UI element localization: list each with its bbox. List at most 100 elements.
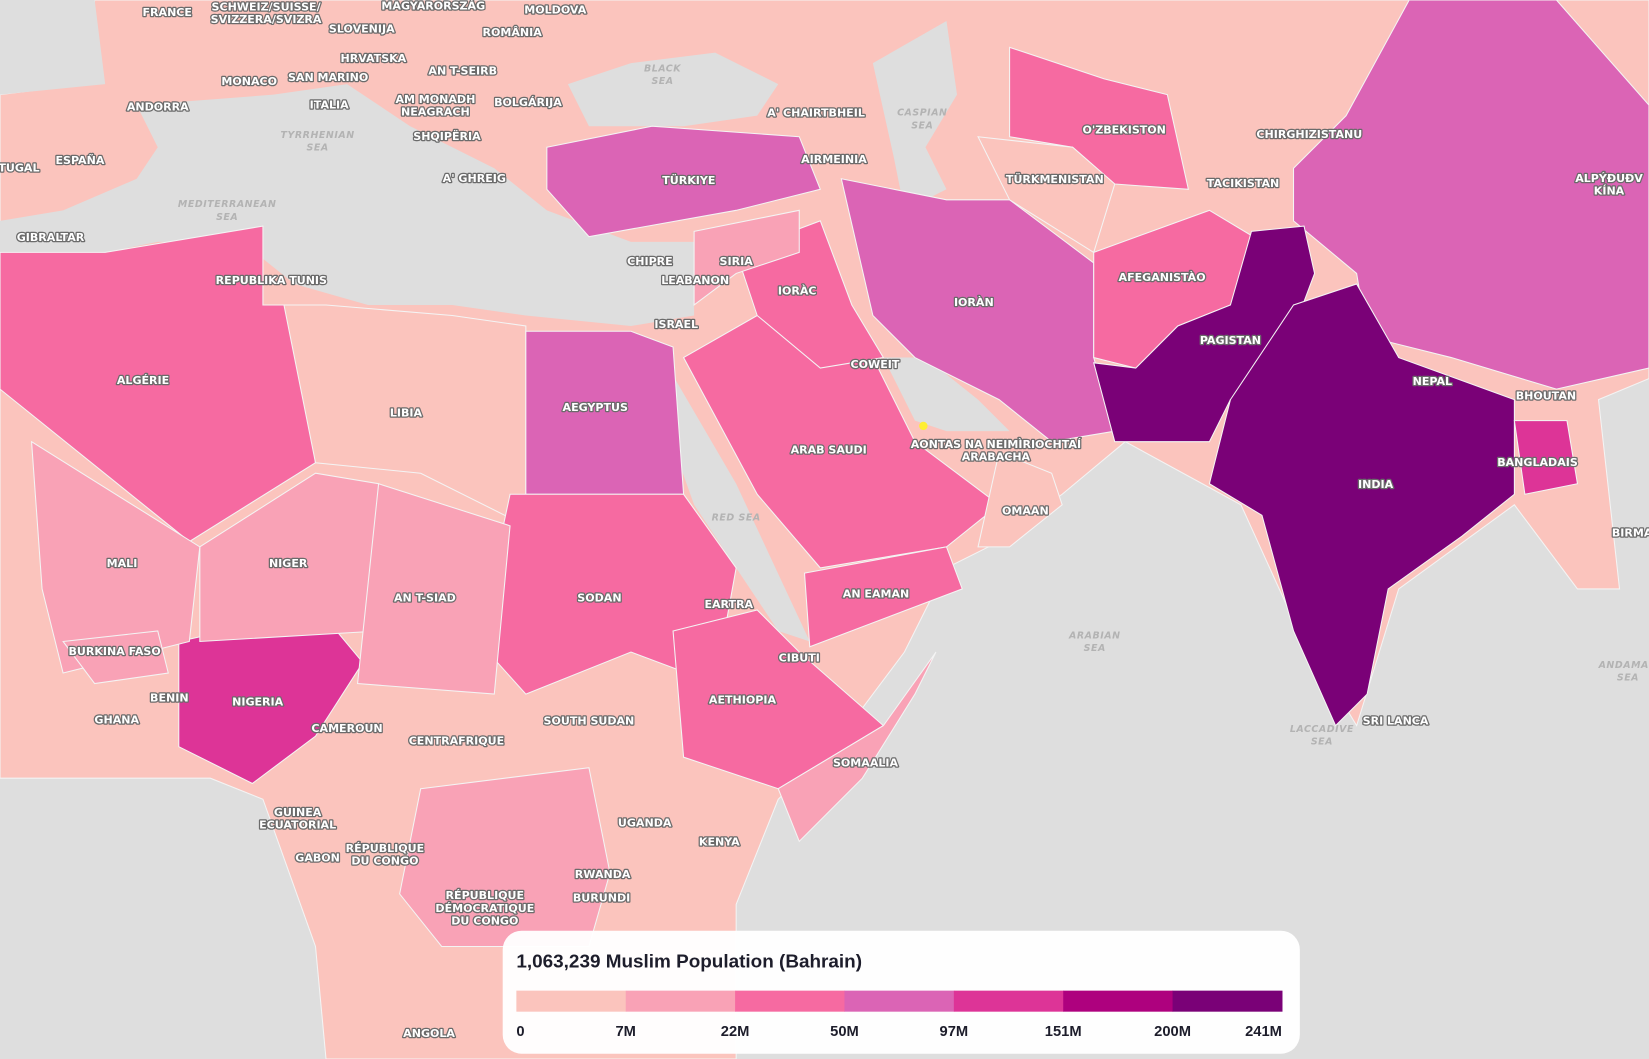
label-line: CAMEROUN	[311, 722, 382, 735]
label-line: DÉMOCRATIQUE	[435, 902, 534, 915]
legend-tick: 7M	[616, 1024, 636, 1040]
label-line: SEA	[651, 76, 673, 87]
label-line: AM MONADH	[395, 93, 475, 106]
legend-swatch	[1172, 990, 1283, 1012]
sea-label: RED SEA	[712, 513, 761, 524]
country-label: TÜRKIYE	[662, 173, 715, 187]
label-line: EARTRA	[704, 598, 753, 611]
label-line: SHQIPËRIA	[413, 129, 481, 143]
label-line: MOLDOVA	[524, 4, 586, 17]
country	[977, 451, 1063, 548]
label-line: TUGAL	[0, 161, 39, 174]
label-line: FRANCE	[143, 6, 192, 19]
label-line: SEA	[216, 212, 238, 223]
label-line: SOMAALIA	[833, 757, 899, 770]
country-label: ALGÉRIE	[117, 374, 169, 387]
country	[693, 209, 800, 307]
country-label: SAN MARINO	[288, 71, 368, 84]
label-line: BOLGÁRIJA	[494, 96, 562, 109]
label-line: A' GHREIG	[443, 172, 506, 185]
black-sea	[567, 52, 779, 127]
legend-swatch	[1063, 990, 1174, 1012]
country-label: SLOVENIJA	[329, 23, 395, 36]
country-label: BHOUTAN	[1516, 390, 1576, 403]
label-line: TÜRKIYE	[662, 173, 715, 187]
label-line: COWEIT	[851, 358, 900, 371]
label-line: GUINEA	[274, 806, 322, 819]
sea-label: LACCADIVE SEA	[1290, 724, 1354, 748]
label-line: SLOVENIJA	[329, 23, 395, 36]
country-label: GIBRALTAR	[17, 231, 85, 244]
label-line: TÜRKMENISTAN	[1006, 172, 1104, 186]
country-label: CHIRGHIZISTANU	[1256, 128, 1362, 141]
label-line: GABON	[295, 851, 340, 864]
country-label: A' GHREIG	[443, 172, 506, 185]
legend-swatch	[953, 990, 1064, 1012]
label-line: SEA	[911, 120, 933, 131]
label-line: ARABIAN	[1068, 630, 1121, 641]
label-line: ALPÝÐUÐV	[1575, 172, 1643, 185]
country-label: SIRIA	[720, 255, 754, 268]
label-line: AN T-SIAD	[394, 592, 456, 605]
label-line: LIBIA	[390, 406, 423, 419]
label-line: SEA	[1311, 737, 1333, 748]
sea-label: TYRRHENIAN SEA	[281, 130, 355, 154]
label-line: CIBUTI	[779, 651, 820, 664]
country	[1093, 225, 1316, 443]
country-label: SCHWEIZ/SUISSE/SVIZZERA/SVIZRA	[211, 1, 322, 27]
legend-tick: 241M	[1245, 1024, 1282, 1040]
country-label: A' CHAIRTBHEIL	[767, 107, 865, 120]
label-line: SOUTH SUDAN	[544, 715, 635, 728]
legend-swatch	[625, 990, 736, 1012]
label-line: SAN MARINO	[288, 71, 368, 84]
country-label: BURUNDI	[573, 891, 630, 904]
label-line: GIBRALTAR	[17, 231, 85, 244]
label-line: ANDAMAN	[1598, 660, 1649, 671]
label-line: IORÀN	[954, 296, 994, 309]
label-line: IORÀC	[778, 284, 817, 297]
legend-tick: 22M	[721, 1024, 750, 1040]
label-line: GHANA	[94, 714, 139, 727]
country-label: CAMEROUN	[311, 722, 382, 735]
country-label: AN T-SIAD	[394, 592, 456, 605]
legend: 1,063,239 Muslim Population (Bahrain) 0 7…	[502, 930, 1300, 1054]
country-label: GHANA	[94, 714, 139, 727]
label-line: ESPAÑA	[56, 154, 105, 167]
label-line: LEABANON	[661, 274, 729, 287]
label-line: ECUATORIAL	[259, 819, 336, 832]
label-line: DU CONGO	[351, 854, 418, 867]
country	[803, 546, 963, 648]
label-line: SCHWEIZ/SUISSE/	[212, 1, 322, 14]
country-label: ROMÂNIA	[483, 26, 543, 39]
label-line: BURKINA FASO	[69, 645, 161, 658]
label-line: KENYA	[699, 836, 740, 849]
label-line: SVIZZERA/SVIZRA	[211, 13, 322, 26]
label-line: INDIA	[1358, 478, 1394, 491]
label-line: TACIKISTAN	[1207, 177, 1279, 190]
label-line: OMAAN	[1002, 504, 1049, 517]
country-label: HRVATSKA	[340, 52, 406, 65]
label-line: SEA	[1617, 672, 1639, 683]
selected-marker	[919, 421, 928, 431]
label-line: RWANDA	[575, 868, 631, 881]
label-line: NIGERIA	[232, 696, 284, 709]
label-line: LACCADIVE	[1290, 724, 1354, 735]
country-label: AONTAS NA NEIMÌRIOCHTAÍ ARABACHA	[911, 438, 1081, 464]
label-line: ISRAEL	[654, 318, 698, 331]
sea-label: ANDAMANSEA	[1598, 660, 1649, 684]
countries	[0, 0, 1649, 948]
country-label: REPUBLIKA TUNIS	[216, 274, 327, 287]
sea-label: CASPIAN SEA	[897, 108, 947, 132]
country-label: BENIN	[150, 691, 189, 704]
country-label: AM MONADH NEAGRACH	[395, 93, 475, 119]
label-line: BANGLADAIS	[1497, 456, 1578, 469]
country-label: O'ZBEKISTON	[1082, 124, 1165, 137]
label-line: BLACK	[644, 64, 681, 75]
country-label: AN EAMAN	[843, 587, 909, 600]
legend-title: 1,063,239 Muslim Population (Bahrain)	[516, 952, 862, 973]
sea-label: BLACK SEA	[644, 64, 681, 88]
label-line: BIRMA	[1612, 526, 1649, 539]
country-label: TÜRKMENISTAN	[1006, 172, 1104, 186]
